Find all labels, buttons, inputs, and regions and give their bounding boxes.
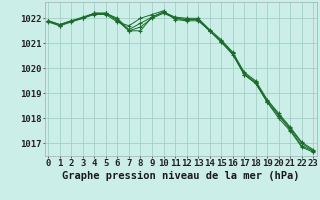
X-axis label: Graphe pression niveau de la mer (hPa): Graphe pression niveau de la mer (hPa) (62, 171, 300, 181)
